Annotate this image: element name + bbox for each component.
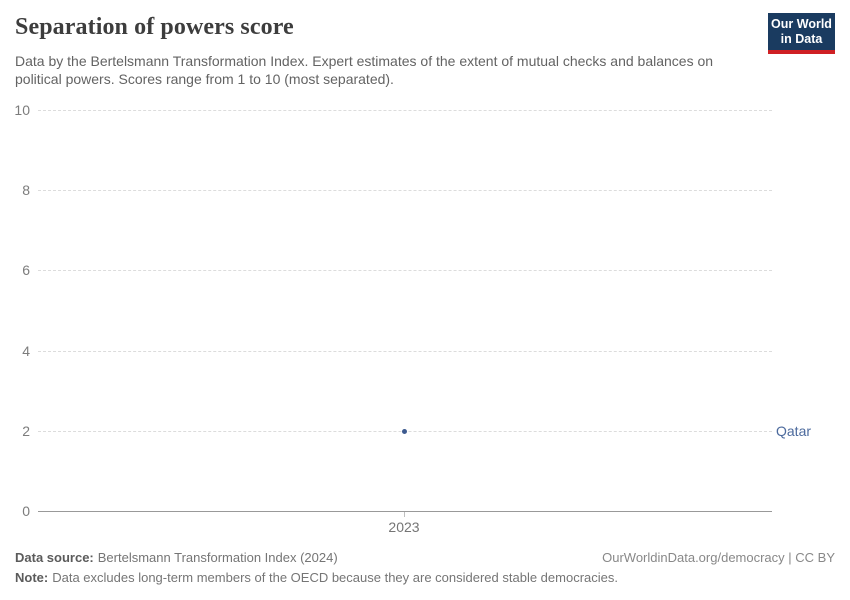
y-axis-tick-label: 0 xyxy=(22,503,30,519)
owid-logo-line1: Our World xyxy=(771,17,832,31)
y-axis-tick-label: 8 xyxy=(22,182,30,198)
note-label: Note: xyxy=(15,570,49,585)
owid-logo-line2: in Data xyxy=(780,32,823,46)
y-gridline xyxy=(38,190,772,191)
data-source-label: Data source: xyxy=(15,550,94,565)
data-source-text[interactable]: Bertelsmann Transformation Index (2024) xyxy=(97,550,338,565)
y-axis-tick-label: 6 xyxy=(22,262,30,278)
y-gridline xyxy=(38,110,772,111)
y-gridline xyxy=(38,351,772,352)
y-axis-tick-label: 2 xyxy=(22,423,30,439)
data-point-qatar[interactable] xyxy=(402,429,407,434)
y-axis-tick-label: 10 xyxy=(14,102,30,118)
owid-logo-box: Our World in Data xyxy=(768,13,835,54)
x-axis-tick xyxy=(404,512,405,517)
x-axis-tick-label: 2023 xyxy=(388,519,420,535)
x-axis-line xyxy=(38,511,772,512)
data-source-line: Data source: Bertelsmann Transformation I… xyxy=(15,548,338,568)
entity-label-qatar[interactable]: Qatar xyxy=(776,423,812,439)
y-gridline xyxy=(38,270,772,271)
note-text: Data excludes long-term members of the O… xyxy=(52,570,618,585)
chart-footer: Data source: Bertelsmann Transformation I… xyxy=(15,548,835,588)
note-line: Note: Data excludes long-term members of … xyxy=(15,568,835,588)
chart-title: Separation of powers score xyxy=(15,14,294,40)
y-axis-tick-label: 4 xyxy=(22,343,30,359)
chart-subtitle: Data by the Bertelsmann Transformation I… xyxy=(15,53,714,87)
origin-url[interactable]: OurWorldinData.org/democracy | CC BY xyxy=(602,550,835,565)
owid-logo[interactable]: Our World in Data xyxy=(768,13,835,54)
